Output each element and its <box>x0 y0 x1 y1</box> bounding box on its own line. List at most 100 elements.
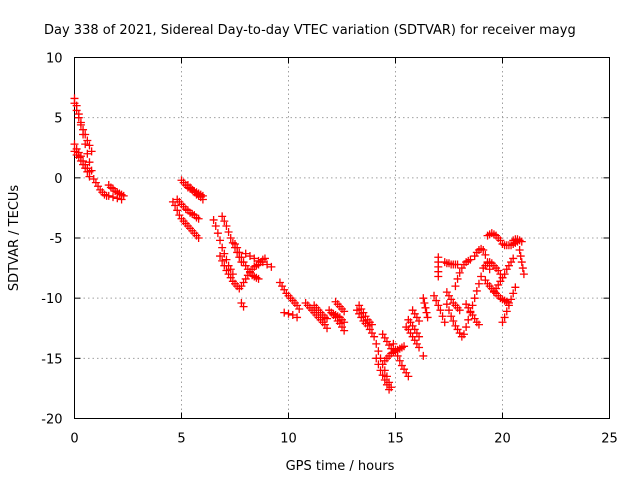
data-point-arc-af-5 <box>412 339 421 348</box>
data-point-arc-ah-2 <box>412 313 421 322</box>
data-point-arc-k-5 <box>220 249 229 258</box>
data-point-arc-v-7 <box>340 326 349 335</box>
data-point-arc-au-0 <box>481 276 490 285</box>
data-point-arc-q-1 <box>239 302 248 311</box>
data-point-arc-an-3 <box>449 317 458 326</box>
data-point-arc-b-6 <box>83 149 92 158</box>
data-point-arc-al-4 <box>434 272 443 281</box>
data-point-arc-as-4 <box>479 246 488 255</box>
data-point-arc-p-0 <box>241 249 250 258</box>
grid <box>74 57 610 419</box>
data-point-arc-k-1 <box>211 221 220 230</box>
data-point-arc-t-10 <box>323 324 332 333</box>
data-point-arc-at-3 <box>485 258 494 267</box>
data-point-arc-p-3 <box>254 256 263 265</box>
data-point-arc-s-1 <box>284 309 293 318</box>
data-point-arc-l-4 <box>224 270 233 279</box>
data-point-arc-ar-2 <box>466 307 475 316</box>
data-point-arc-h-7 <box>188 209 197 218</box>
data-point-arc-b-5 <box>81 140 90 149</box>
data-point-arc-y-7 <box>367 329 376 338</box>
data-point-arc-c-0 <box>70 140 79 149</box>
data-point-arc-as-3 <box>477 244 486 253</box>
data-point-arc-ai-2 <box>421 303 430 312</box>
data-point-arc-ai-3 <box>422 308 431 317</box>
data-point-arc-ae-3 <box>385 341 394 350</box>
data-point-arc-p-4 <box>258 258 267 267</box>
data-point-arc-ac-9 <box>400 342 409 351</box>
data-point-arc-o-2 <box>241 274 250 283</box>
data-point-arc-af-6 <box>415 343 424 352</box>
data-point-arc-aw-5 <box>500 270 509 279</box>
data-point-arc-aq-7 <box>474 279 483 288</box>
data-point-arc-ad-6 <box>402 368 411 377</box>
data-point-arc-r-9 <box>295 304 304 313</box>
data-point-arc-ao-0 <box>442 288 451 297</box>
data-point-arc-m-4 <box>226 234 235 242</box>
data-point-arc-ad-1 <box>391 345 400 354</box>
data-point-arc-b-1 <box>72 106 81 115</box>
data-point-arc-k-2 <box>213 229 222 238</box>
data-point-arc-ak-3 <box>436 306 445 315</box>
data-point-arc-g-1 <box>171 201 180 210</box>
data-point-arc-ay-2 <box>502 307 511 316</box>
data-point-arc-k-3 <box>216 236 225 245</box>
y-tick-label: 10 <box>46 52 63 67</box>
data-point-arc-k-8 <box>226 265 235 274</box>
data-point-arc-ae-0 <box>378 330 387 339</box>
data-point-arc-a-7 <box>85 141 94 150</box>
data-point-arc-m-0 <box>218 212 227 221</box>
data-points <box>70 94 528 394</box>
data-point-arc-aj-0 <box>419 351 428 360</box>
data-point-arc-an-4 <box>451 321 460 330</box>
data-point-arc-z-1 <box>357 304 366 313</box>
data-point-arc-b-2 <box>74 113 83 122</box>
data-point-arc-aa-1 <box>372 339 381 348</box>
data-point-arc-ba-2 <box>517 258 526 267</box>
data-point-arc-b-0 <box>70 99 79 108</box>
data-point-arc-ar-4 <box>470 314 479 323</box>
data-point-arc-p-5 <box>263 260 272 269</box>
data-point-arc-u-6 <box>323 314 332 323</box>
data-point-arc-v-6 <box>338 323 346 332</box>
data-point-arc-aw-3 <box>496 277 505 286</box>
y-tick-label: -20 <box>41 413 62 428</box>
data-point-arc-m-2 <box>222 221 231 230</box>
data-point-arc-ax-0 <box>498 240 507 249</box>
data-point-arc-b-4 <box>79 130 88 139</box>
data-point-arc-n-11 <box>254 274 263 283</box>
data-point-arc-aa-6 <box>382 372 391 381</box>
data-point-arc-ai-1 <box>420 298 429 307</box>
data-point-arc-an-2 <box>447 312 456 321</box>
data-point-arc-s-0 <box>280 308 289 317</box>
data-point-arc-ad-4 <box>397 361 406 370</box>
data-point-arc-ay-1 <box>500 313 509 322</box>
data-point-arc-b-7 <box>85 158 94 167</box>
data-point-arc-aw-2 <box>494 280 503 289</box>
data-point-arc-n-2 <box>235 248 244 257</box>
data-point-arc-e-9 <box>109 193 118 202</box>
data-point-arc-k-0 <box>209 215 218 224</box>
axis-ticks <box>74 57 610 419</box>
data-point-arc-g-12 <box>194 234 203 242</box>
x-tick-label: 0 <box>70 432 78 447</box>
data-point-arc-p-1 <box>245 252 254 261</box>
data-point-arc-ay-6 <box>511 283 520 292</box>
data-point-arc-aw-4 <box>498 273 507 282</box>
data-point-arc-ap-0 <box>451 282 460 291</box>
x-axis-label: GPS time / hours <box>286 459 395 474</box>
data-point-arc-am-2 <box>445 259 453 268</box>
data-point-arc-ab-3 <box>378 371 387 380</box>
data-point-arc-ar-6 <box>474 320 483 329</box>
data-point-arc-k-4 <box>218 243 227 252</box>
data-point-arc-o-1 <box>239 278 248 287</box>
data-point-arc-ah-1 <box>410 309 419 318</box>
y-axis-label: SDTVAR / TECUs <box>7 185 22 292</box>
data-point-arc-aa-2 <box>374 347 383 356</box>
data-point-arc-ag-2 <box>408 321 417 330</box>
data-point-arc-ah-3 <box>415 317 424 326</box>
y-tick-label: -15 <box>41 352 62 367</box>
data-point-arc-aw-6 <box>502 265 511 274</box>
data-point-arc-d-3 <box>76 156 85 165</box>
data-point-arc-an-1 <box>445 306 453 315</box>
